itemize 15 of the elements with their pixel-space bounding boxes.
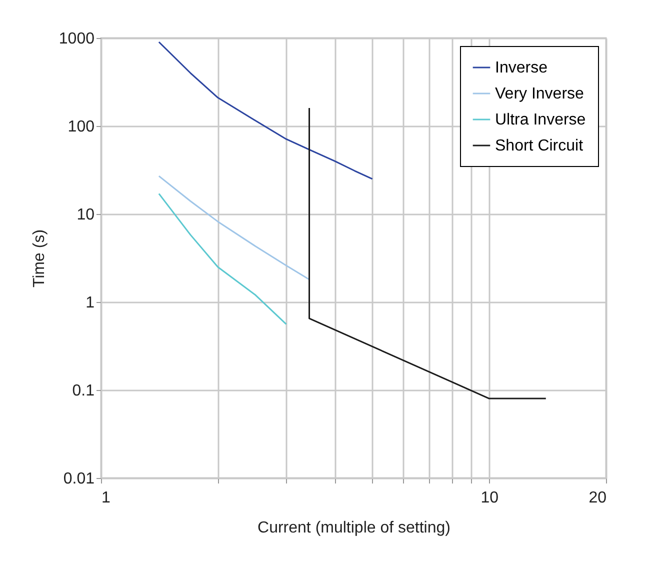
y-tick-label: 0.01 [63, 470, 95, 488]
y-tick-label: 10 [76, 206, 95, 224]
legend-label: Ultra Inverse [495, 112, 586, 128]
x-tick-label: 10 [480, 490, 499, 506]
y-tick-label: 0.1 [72, 382, 95, 400]
legend-label: Very Inverse [495, 86, 584, 102]
x-tick-label: 20 [588, 490, 607, 506]
legend-label: Inverse [495, 60, 548, 76]
x-tick-label: 1 [102, 490, 110, 506]
legend-label: Short Circuit [495, 138, 584, 154]
x-axis-title: Current (multiple of setting) [258, 520, 450, 536]
y-tick-label: 1 [86, 294, 95, 312]
y-tick-label: 1000 [58, 30, 95, 48]
y-axis-title: Time (s) [30, 229, 48, 288]
y-tick-label: 100 [68, 118, 95, 136]
